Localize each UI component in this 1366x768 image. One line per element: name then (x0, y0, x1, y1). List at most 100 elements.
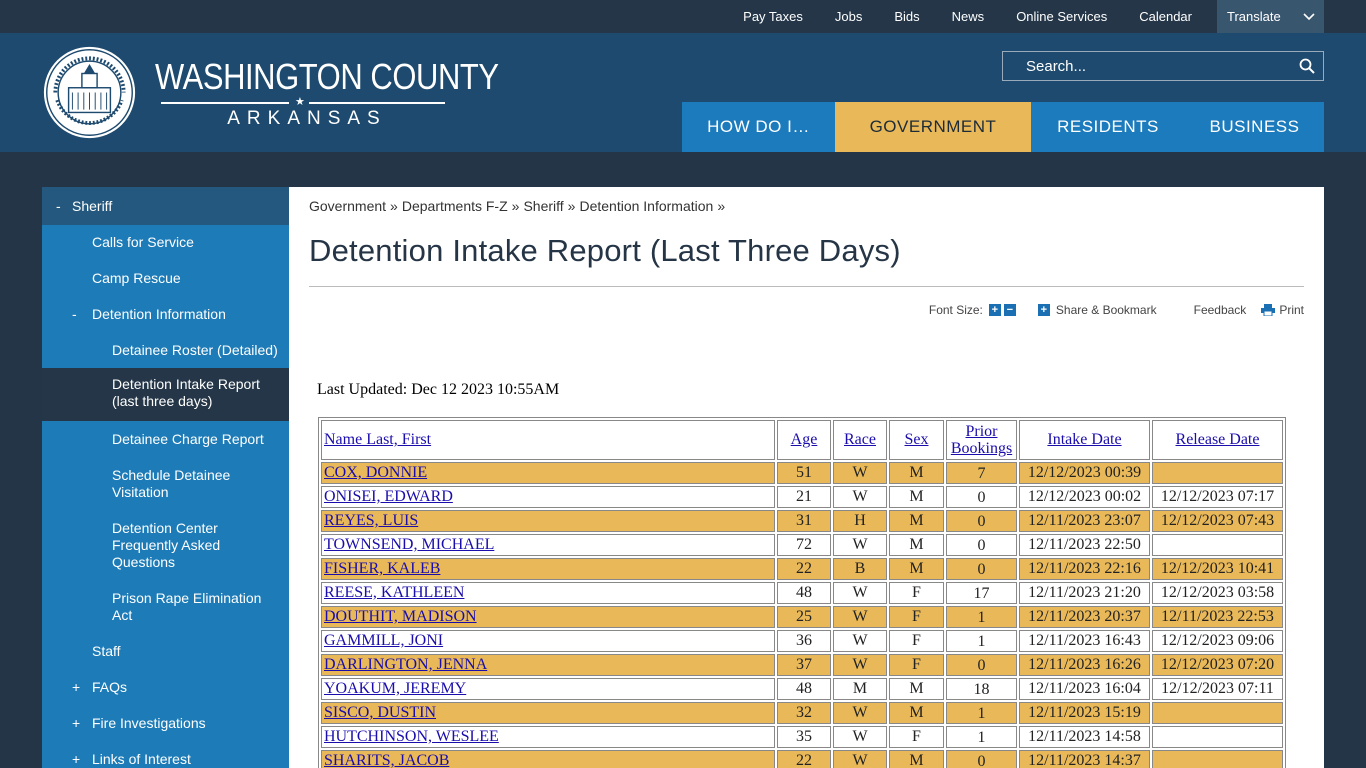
nav-residents[interactable]: RESIDENTS (1031, 102, 1185, 152)
collapse-toggle[interactable]: - (72, 306, 77, 322)
font-decrease-icon[interactable]: − (1003, 304, 1016, 316)
sidebar-item-links-of-interest[interactable]: + Links of Interest (42, 741, 289, 768)
expand-toggle[interactable]: + (72, 751, 81, 767)
print-button[interactable]: Print (1261, 303, 1304, 317)
cell-release (1152, 750, 1283, 768)
table-row: COX, DONNIE 51 W M 7 12/12/2023 00:39 (321, 462, 1283, 484)
cell-sex: F (889, 630, 944, 652)
sidebar-item-detention-information[interactable]: - Detention Information (42, 296, 289, 332)
sort-race-link[interactable]: Race (844, 431, 876, 448)
sort-sex-link[interactable]: Sex (904, 431, 929, 448)
detainee-name-link[interactable]: YOAKUM, JEREMY (324, 680, 467, 697)
site-logo[interactable]: WASHINGTON COUNTY ★ ARKANSAS (155, 57, 499, 130)
expand-toggle[interactable]: + (72, 679, 81, 695)
col-race: Race (833, 420, 887, 460)
sidebar-item-faqs[interactable]: + FAQs (42, 669, 289, 705)
print-label: Print (1279, 303, 1304, 317)
detainee-name-link[interactable]: COX, DONNIE (324, 464, 428, 481)
feedback-link[interactable]: Feedback (1193, 303, 1247, 317)
translate-button[interactable]: Translate (1217, 0, 1324, 33)
detainee-name-link[interactable]: GAMMILL, JONI (324, 632, 444, 649)
nav-government[interactable]: GOVERNMENT (835, 102, 1031, 152)
table-row: SISCO, DUSTIN 32 W M 1 12/11/2023 15:19 (321, 702, 1283, 724)
cell-release (1152, 462, 1283, 484)
cell-age: 48 (777, 582, 831, 604)
sidebar-item-detainee-charge-report[interactable]: Detainee Charge Report (42, 421, 289, 457)
utility-link-bids[interactable]: Bids (894, 9, 920, 24)
cell-sex: M (889, 750, 944, 768)
printer-icon (1261, 304, 1276, 316)
expand-toggle[interactable]: + (72, 715, 81, 731)
cell-prior: 7 (946, 462, 1017, 484)
sidebar-item-detention-faq[interactable]: Detention Center Frequently Asked Questi… (42, 510, 289, 580)
sidebar-item-detention-intake-report[interactable]: Detention Intake Report (last three days… (42, 368, 289, 421)
detainee-name-link[interactable]: ONISEI, EDWARD (324, 488, 453, 505)
detainee-name-link[interactable]: SISCO, DUSTIN (324, 704, 437, 721)
sidebar-item-label: Calls for Service (92, 234, 194, 250)
utility-link-calendar[interactable]: Calendar (1139, 9, 1192, 24)
cell-race: W (833, 702, 887, 724)
utility-link-pay-taxes[interactable]: Pay Taxes (743, 9, 803, 24)
sort-name-link[interactable]: Name Last, First (324, 431, 432, 448)
sidebar-item-schedule-visitation[interactable]: Schedule Detainee Visitation (42, 457, 289, 510)
breadcrumb-departments[interactable]: Departments F-Z (401, 198, 508, 214)
cell-name: COX, DONNIE (321, 462, 775, 484)
sort-age-link[interactable]: Age (790, 431, 818, 448)
cell-intake: 12/11/2023 21:20 (1019, 582, 1150, 604)
magnifier-icon[interactable] (1299, 58, 1315, 74)
sidebar-nav: - Sheriff Calls for Service Camp Rescue … (42, 187, 289, 768)
sidebar-item-staff[interactable]: Staff (42, 633, 289, 669)
detainee-name-link[interactable]: HUTCHINSON, WESLEE (324, 728, 499, 745)
plus-box-icon: + (1037, 304, 1050, 316)
cell-race: B (833, 558, 887, 580)
detainee-name-link[interactable]: SHARITS, JACOB (324, 752, 450, 768)
breadcrumb-sheriff[interactable]: Sheriff (523, 198, 564, 214)
detainee-name-link[interactable]: REESE, KATHLEEN (324, 584, 465, 601)
cell-release: 12/12/2023 07:43 (1152, 510, 1283, 532)
breadcrumb: Government» Departments F-Z» Sheriff» Deten… (309, 198, 726, 214)
nav-business[interactable]: BUSINESS (1185, 102, 1324, 152)
table-row: YOAKUM, JEREMY 48 M M 18 12/11/2023 16:04 12/… (321, 678, 1283, 700)
sidebar-item-prea[interactable]: Prison Rape Elimination Act (42, 580, 289, 633)
sort-intake-link[interactable]: Intake Date (1047, 431, 1122, 448)
table-row: REYES, LUIS 31 H M 0 12/11/2023 23:07 12/12/2… (321, 510, 1283, 532)
detainee-name-link[interactable]: REYES, LUIS (324, 512, 419, 529)
sidebar-item-detainee-roster[interactable]: Detainee Roster (Detailed) (42, 332, 289, 368)
sort-release-link[interactable]: Release Date (1175, 431, 1260, 448)
sidebar-item-calls-for-service[interactable]: Calls for Service (42, 225, 289, 260)
sidebar-item-fire-investigations[interactable]: + Fire Investigations (42, 705, 289, 741)
nav-how-do-i[interactable]: HOW DO I… (682, 102, 835, 152)
cell-release: 12/11/2023 22:53 (1152, 606, 1283, 628)
search-input[interactable] (1003, 52, 1323, 80)
cell-release: 12/12/2023 07:11 (1152, 678, 1283, 700)
cell-name: FISHER, KALEB (321, 558, 775, 580)
table-header-row: Name Last, First Age Race Sex Prior Booki… (321, 420, 1283, 460)
breadcrumb-government[interactable]: Government (309, 198, 387, 214)
utility-bar: Pay Taxes Jobs Bids News Online Services… (0, 0, 1366, 33)
breadcrumb-detention-information[interactable]: Detention Information (579, 198, 714, 214)
share-bookmark-button[interactable]: + Share & Bookmark (1035, 303, 1157, 317)
detainee-name-link[interactable]: DARLINGTON, JENNA (324, 656, 488, 673)
col-prior-bookings: Prior Bookings (946, 420, 1017, 460)
cell-intake: 12/11/2023 16:43 (1019, 630, 1150, 652)
utility-link-news[interactable]: News (951, 9, 985, 24)
cell-age: 22 (777, 558, 831, 580)
collapse-toggle[interactable]: - (56, 197, 61, 214)
cell-name: GAMMILL, JONI (321, 630, 775, 652)
sidebar-item-label: Detention Center Frequently Asked Questi… (112, 520, 221, 570)
table-row: TOWNSEND, MICHAEL 72 W M 0 12/11/2023 22:50 (321, 534, 1283, 556)
sort-prior-link[interactable]: Prior Bookings (950, 423, 1013, 457)
sidebar-item-camp-rescue[interactable]: Camp Rescue (42, 260, 289, 296)
font-increase-icon[interactable]: + (988, 304, 1001, 316)
sidebar-item-sheriff[interactable]: - Sheriff (42, 187, 289, 225)
detainee-name-link[interactable]: DOUTHIT, MADISON (324, 608, 477, 625)
detainee-name-link[interactable]: FISHER, KALEB (324, 560, 441, 577)
chevron-down-icon (1303, 13, 1315, 21)
county-seal-icon[interactable] (42, 45, 137, 140)
cell-prior: 1 (946, 726, 1017, 748)
detainee-name-link[interactable]: TOWNSEND, MICHAEL (324, 536, 495, 553)
cell-prior: 17 (946, 582, 1017, 604)
search-box (1002, 51, 1324, 81)
utility-link-online-services[interactable]: Online Services (1016, 9, 1108, 24)
utility-link-jobs[interactable]: Jobs (834, 9, 863, 24)
